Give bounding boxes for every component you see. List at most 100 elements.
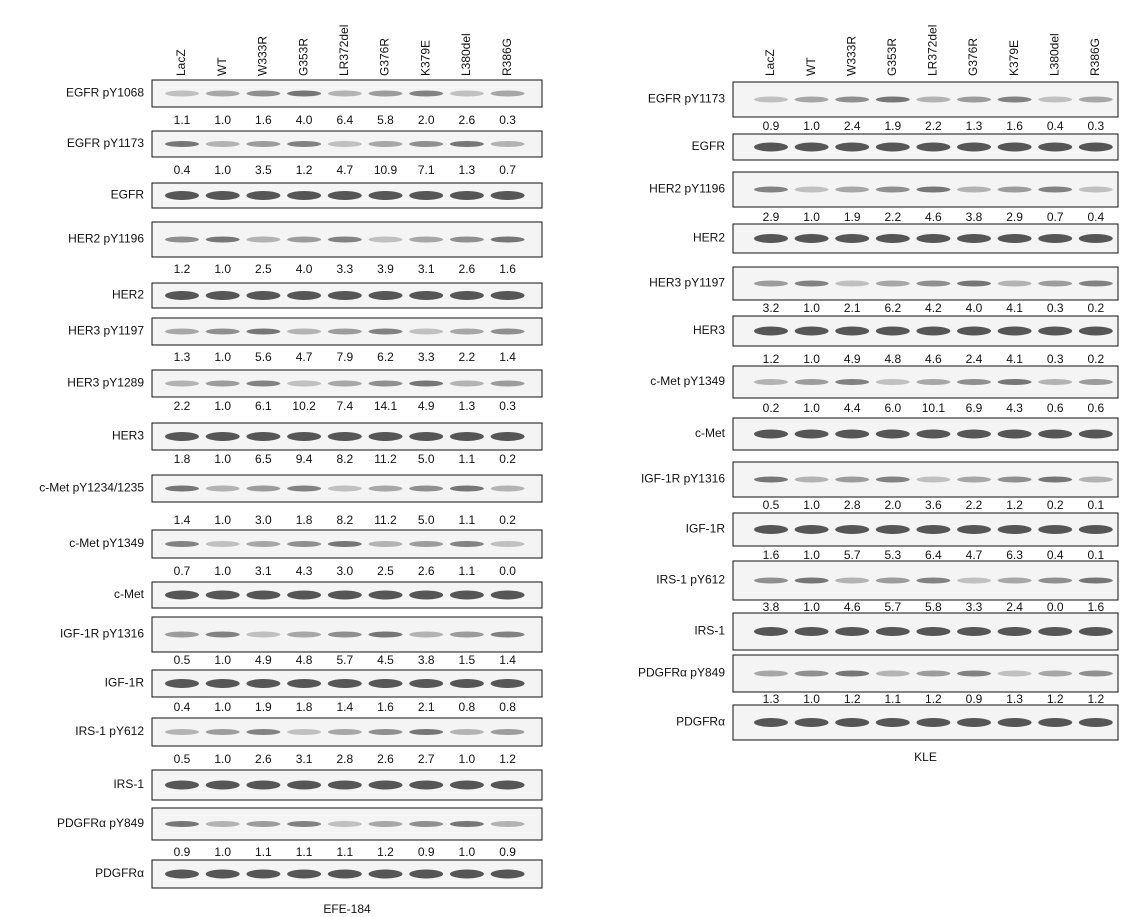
quant-value: 3.8	[966, 210, 983, 224]
band	[957, 327, 991, 336]
band	[754, 281, 788, 287]
band	[450, 432, 484, 441]
lane-label: WT	[804, 57, 818, 76]
quant-value: 4.1	[1006, 301, 1023, 315]
band	[450, 329, 484, 335]
band	[1038, 143, 1072, 152]
quant-value: 1.9	[844, 210, 861, 224]
quant-value: 11.2	[374, 452, 397, 466]
row-label: EGFR pY1068	[66, 86, 144, 100]
band	[409, 91, 443, 97]
row-label: c-Met pY1349	[69, 536, 144, 550]
band	[246, 781, 280, 790]
band	[835, 671, 869, 677]
quant-value: 1.4	[499, 653, 516, 667]
band	[795, 627, 829, 636]
quant-value: 0.5	[763, 498, 780, 512]
band	[246, 591, 280, 600]
band	[287, 870, 321, 879]
quant-value: 2.6	[255, 752, 272, 766]
band	[998, 97, 1032, 103]
band	[246, 821, 280, 827]
quant-value: 0.2	[499, 452, 516, 466]
quant-value: 6.1	[255, 399, 272, 413]
band	[409, 729, 443, 735]
band	[246, 632, 280, 638]
band	[1079, 281, 1113, 287]
quant-value: 1.0	[214, 845, 231, 859]
quant-value: 4.9	[418, 399, 435, 413]
quant-value: 4.2	[925, 301, 942, 315]
band	[1079, 477, 1113, 483]
quant-value: 2.4	[1006, 600, 1023, 614]
band	[916, 477, 950, 483]
band	[246, 141, 280, 147]
band	[795, 525, 829, 534]
row-label: IRS-1 pY612	[656, 573, 725, 587]
band	[491, 237, 525, 243]
quant-value: 2.8	[844, 498, 861, 512]
band	[206, 91, 240, 97]
band	[1038, 627, 1072, 636]
quant-value: 4.4	[844, 401, 861, 415]
band	[491, 191, 525, 200]
row-label: EGFR	[692, 139, 726, 153]
quant-value: 1.8	[174, 452, 191, 466]
quant-value: 2.2	[966, 498, 983, 512]
row-label: IGF-1R pY1316	[60, 627, 144, 641]
quant-value: 1.0	[214, 752, 231, 766]
band	[491, 679, 525, 688]
band	[491, 141, 525, 147]
band	[1038, 430, 1072, 439]
band	[328, 237, 362, 243]
row-label: HER3 pY1289	[67, 376, 144, 390]
band	[916, 281, 950, 287]
quant-value: 1.0	[214, 653, 231, 667]
row-label: HER2	[693, 231, 725, 245]
figure: LacZWTW333RG353RLR372delG376RK379EL380de…	[0, 0, 1121, 917]
band	[450, 486, 484, 492]
band	[1038, 578, 1072, 584]
row-label: PDGFRα pY849	[638, 666, 725, 680]
band	[876, 477, 910, 483]
row-label: IRS-1	[113, 777, 144, 791]
quant-value: 1.2	[763, 352, 780, 366]
quant-value: 4.0	[296, 113, 313, 127]
band	[876, 327, 910, 336]
quant-value: 6.2	[377, 350, 394, 364]
row-label: EGFR pY1173	[648, 92, 725, 106]
band	[287, 329, 321, 335]
band	[206, 486, 240, 492]
quant-value: 4.9	[844, 352, 861, 366]
band	[998, 627, 1032, 636]
quant-value: 1.2	[499, 752, 516, 766]
band	[369, 781, 403, 790]
band	[287, 141, 321, 147]
quant-value: 4.8	[884, 352, 901, 366]
quant-value: 1.4	[174, 513, 191, 527]
quant-value: 2.4	[966, 352, 983, 366]
row-label: PDGFRα	[95, 866, 144, 880]
quant-value: 5.8	[925, 600, 942, 614]
quant-value: 1.9	[255, 700, 272, 714]
quant-value: 1.0	[214, 452, 231, 466]
quant-value: 1.2	[1047, 692, 1064, 706]
band	[957, 281, 991, 287]
band	[328, 191, 362, 200]
quant-value: 10.1	[922, 401, 946, 415]
band	[450, 237, 484, 243]
band	[795, 97, 829, 103]
band	[957, 143, 991, 152]
quant-value: 2.1	[418, 700, 435, 714]
band	[287, 486, 321, 492]
band	[369, 821, 403, 827]
band	[206, 329, 240, 335]
band	[835, 187, 869, 193]
band	[409, 141, 443, 147]
quant-value: 2.8	[336, 752, 353, 766]
quant-value: 1.2	[377, 845, 394, 859]
band	[795, 671, 829, 677]
band	[876, 627, 910, 636]
band	[998, 430, 1032, 439]
quant-value: 5.0	[418, 513, 435, 527]
